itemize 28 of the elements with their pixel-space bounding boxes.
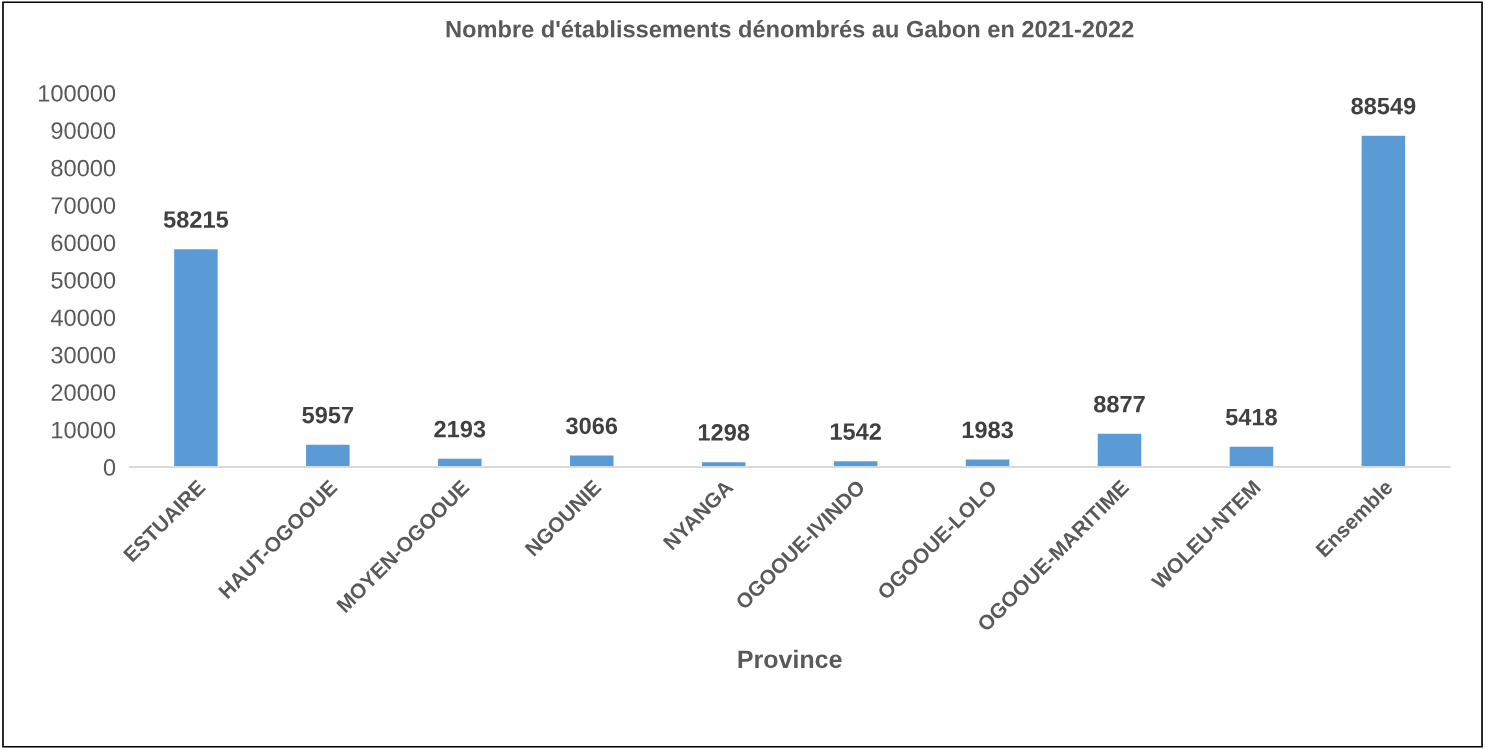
y-tick-label: 40000: [50, 309, 116, 327]
bar: [306, 444, 350, 467]
chart-title: Nombre d'établissements dénombrés au Gabon en 2021-2022: [446, 20, 1134, 38]
y-tick-label: 0: [103, 459, 116, 476]
data-label: 3066: [566, 417, 618, 435]
y-tick-label: 30000: [51, 346, 116, 364]
bar: [1097, 433, 1142, 467]
bar: [1361, 135, 1406, 467]
y-tick-label: 90000: [51, 122, 116, 140]
y-tick-label: 100000: [39, 84, 116, 102]
data-label: 58215: [163, 211, 229, 228]
y-tick-label: 80000: [51, 159, 116, 177]
y-tick-label: 50000: [51, 272, 116, 289]
y-tick-label: 20000: [51, 384, 116, 401]
data-label: 2193: [434, 420, 486, 438]
y-tick-label: 10000: [52, 421, 116, 439]
y-tick-label: 70000: [51, 197, 116, 214]
data-label: 1298: [698, 424, 750, 441]
bar: [174, 249, 218, 467]
x-axis-title: Province: [738, 649, 842, 669]
data-label: 1983: [962, 421, 1013, 439]
bar: [1229, 446, 1274, 467]
data-label: 8877: [1093, 395, 1145, 413]
y-tick-label: 60000: [51, 234, 116, 252]
data-label: 1542: [830, 423, 881, 440]
data-label: 5957: [302, 406, 354, 424]
data-label: 5418: [1225, 408, 1277, 426]
data-label: 88549: [1351, 97, 1416, 115]
